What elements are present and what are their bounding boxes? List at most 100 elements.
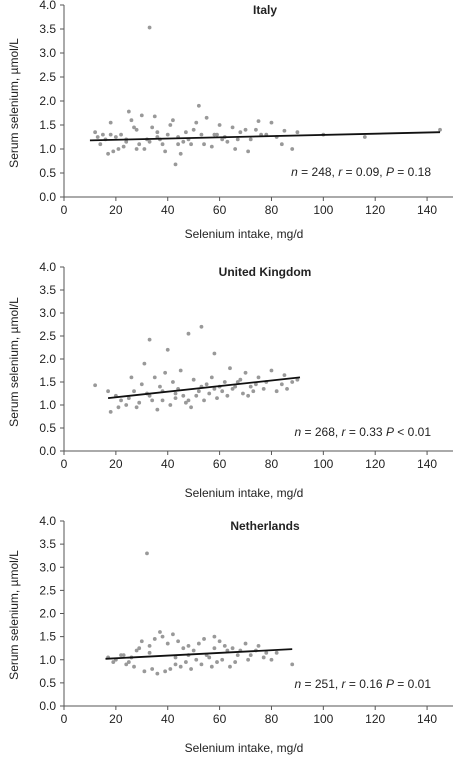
data-point [290,147,295,151]
x-axis-label: Selenium intake, mg/d [185,227,304,241]
data-point [160,398,165,403]
data-point [248,137,253,142]
data-point [168,123,173,127]
y-tick-label: 1.0 [39,653,56,667]
data-point [233,147,238,151]
y-tick-label: 2.0 [39,94,56,108]
data-point [108,120,113,125]
data-point [269,657,274,662]
x-tick-label: 20 [109,203,123,217]
data-point [93,383,98,388]
data-point [142,147,147,151]
data-point [212,387,217,391]
data-point [204,382,209,387]
data-point [261,387,266,391]
data-point [132,389,136,394]
y-tick-label: 2.5 [39,329,56,343]
data-point [248,653,253,658]
data-point [111,149,116,154]
data-point [246,149,251,154]
data-point [178,151,183,156]
data-point [212,634,217,639]
data-point [295,377,300,382]
data-point [230,646,235,651]
x-tick-label: 40 [161,457,175,471]
data-point [171,118,175,123]
data-point [108,132,113,137]
data-point [243,127,248,132]
trend-line [89,131,441,142]
data-point [295,130,300,135]
y-tick-label: 2.0 [39,607,56,621]
panel-netherlands: Netherlands Serum selenium, µmol/L Selen… [7,514,453,755]
data-point [158,384,162,389]
data-point [215,132,219,137]
data-point [173,391,178,396]
data-point [269,120,274,125]
y-tick-label: 3.5 [39,283,56,297]
data-point [215,660,219,664]
data-point [186,331,191,336]
x-tick-label: 100 [313,712,333,726]
chart-title: United Kingdom [219,265,312,279]
x-tick-label: 80 [265,203,279,217]
data-point [217,639,222,644]
data-point [209,144,214,149]
data-point [171,632,175,637]
data-point [243,641,248,646]
data-point [126,396,131,400]
y-tick-label: 0.0 [39,444,56,458]
data-point [134,147,139,151]
x-tick-label: 0 [61,712,68,726]
data-point [147,393,152,398]
x-axis-label: Selenium intake, mg/d [185,486,304,500]
data-point [279,142,284,147]
data-point [134,405,139,410]
data-point [225,648,230,653]
data-point [256,375,261,380]
data-point [132,125,136,130]
data-point [168,403,173,407]
x-tick-label: 60 [213,712,227,726]
data-point [220,657,225,662]
y-tick-label: 0.0 [39,699,56,713]
data-point [165,132,170,137]
data-point [142,361,147,366]
data-point [106,389,110,394]
data-point [150,125,155,130]
data-point [111,660,116,664]
y-tick-label: 2.0 [39,352,56,366]
data-point [264,650,269,655]
y-tick-label: 3.0 [39,306,56,320]
y-tick-label: 0.5 [39,421,56,435]
data-point [282,373,287,377]
data-point [233,660,238,664]
data-point [230,387,235,391]
chart-title: Netherlands [230,519,300,533]
data-point [160,142,165,147]
data-point [132,664,136,669]
data-point [139,382,144,387]
data-point [181,393,186,398]
data-point [238,130,243,135]
data-point [134,648,139,653]
data-point [173,396,178,400]
data-point [183,130,188,135]
data-point [186,398,191,403]
data-point [196,103,201,108]
x-tick-label: 100 [313,203,333,217]
data-point [173,162,178,167]
y-tick-label: 2.5 [39,70,56,84]
data-point [126,109,131,114]
data-point [202,142,206,147]
data-point [235,653,240,658]
data-point [101,132,105,137]
y-tick-label: 3.0 [39,560,56,574]
x-tick-label: 60 [213,457,227,471]
data-point [196,389,201,394]
data-point [129,375,134,380]
y-tick-label: 4.0 [39,514,56,528]
y-tick-label: 1.5 [39,630,56,644]
y-tick-label: 4.0 [39,0,56,12]
y-tick-label: 3.5 [39,22,56,36]
